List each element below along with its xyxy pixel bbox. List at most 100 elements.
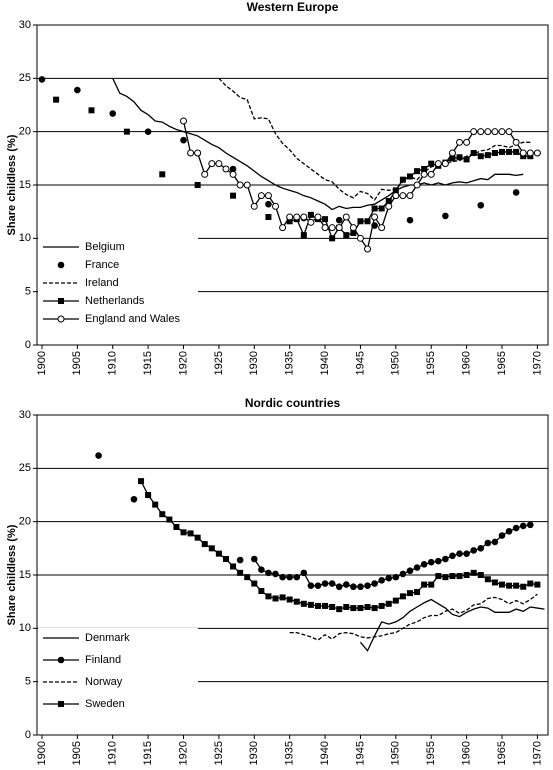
marker [371,580,378,587]
x-tick-label: 1925 [213,741,225,765]
marker [293,213,301,221]
marker [512,138,520,146]
y-tick-label: 25 [19,462,31,474]
marker [201,541,208,548]
marker [350,583,357,591]
marker [491,538,499,546]
marker [399,192,407,200]
marker [335,224,343,232]
marker [456,550,463,557]
marker [180,136,187,144]
x-tick-label: 1950 [390,741,402,765]
marker [484,576,491,583]
x-tick-label: 1920 [177,741,189,765]
marker [307,218,315,226]
marker [250,202,258,210]
y-tick-label: 5 [25,676,31,688]
marker [328,580,336,587]
y-tick-label: 20 [19,126,31,138]
marker [152,501,159,508]
x-tick-label: 1915 [142,351,154,375]
marker [342,213,350,221]
series [112,78,524,211]
marker [237,569,244,576]
marker [399,570,407,578]
marker [477,572,484,578]
marker [442,212,449,220]
marker [421,581,428,588]
marker [477,153,484,160]
series [218,77,531,201]
marker [230,563,237,570]
marker [159,511,166,518]
marker [272,202,280,210]
marker [385,574,393,582]
marker [109,110,117,117]
marker [434,557,442,565]
marker [498,148,505,155]
series-line [218,77,531,201]
legend-label: Norway [85,676,123,688]
marker [279,224,287,232]
x-tick-label: 1900 [36,741,48,765]
marker [244,574,251,581]
marker [264,192,272,200]
x-tick-label: 1905 [71,351,83,375]
marker [477,128,485,136]
marker [321,224,329,232]
marker [498,532,506,539]
x-tick-label: 1935 [284,741,296,765]
marker [371,213,379,221]
x-tick-label: 1935 [284,351,296,375]
x-tick-label: 1955 [425,741,437,765]
marker [357,605,364,612]
marker [385,202,393,210]
legend-marker [58,701,64,707]
marker [342,581,350,588]
marker [215,160,223,168]
marker [420,170,428,178]
marker [399,593,406,600]
marker [300,213,308,221]
marker [236,556,244,564]
y-tick-label: 15 [19,179,31,191]
marker [456,154,463,161]
marker [201,170,209,178]
marker [286,596,293,603]
marker [441,160,449,168]
marker [350,230,357,236]
legend-label: France [85,259,119,271]
series [95,452,534,591]
marker [520,583,527,590]
marker [145,492,152,498]
marker [371,205,378,212]
y-tick-label: 30 [19,409,31,421]
marker [470,547,477,554]
marker [392,597,399,604]
marker [449,155,456,162]
marker [463,156,470,163]
marker [434,160,442,168]
marker [286,573,293,581]
marker [364,245,372,253]
marker [229,170,237,178]
marker [279,573,286,581]
series [38,76,520,229]
marker [371,605,378,612]
y-tick-label: 10 [19,232,31,244]
marker [406,192,414,200]
marker [314,213,322,221]
x-tick-label: 1960 [461,351,473,375]
marker [491,128,499,136]
marker [399,176,406,183]
series [180,117,541,253]
marker [378,205,385,212]
x-tick-label: 1905 [71,741,83,765]
marker [378,602,385,609]
x-tick-label: 1925 [213,351,225,375]
marker [378,577,385,584]
marker [428,581,435,588]
marker [413,181,421,189]
x-tick-label: 1930 [248,351,260,375]
